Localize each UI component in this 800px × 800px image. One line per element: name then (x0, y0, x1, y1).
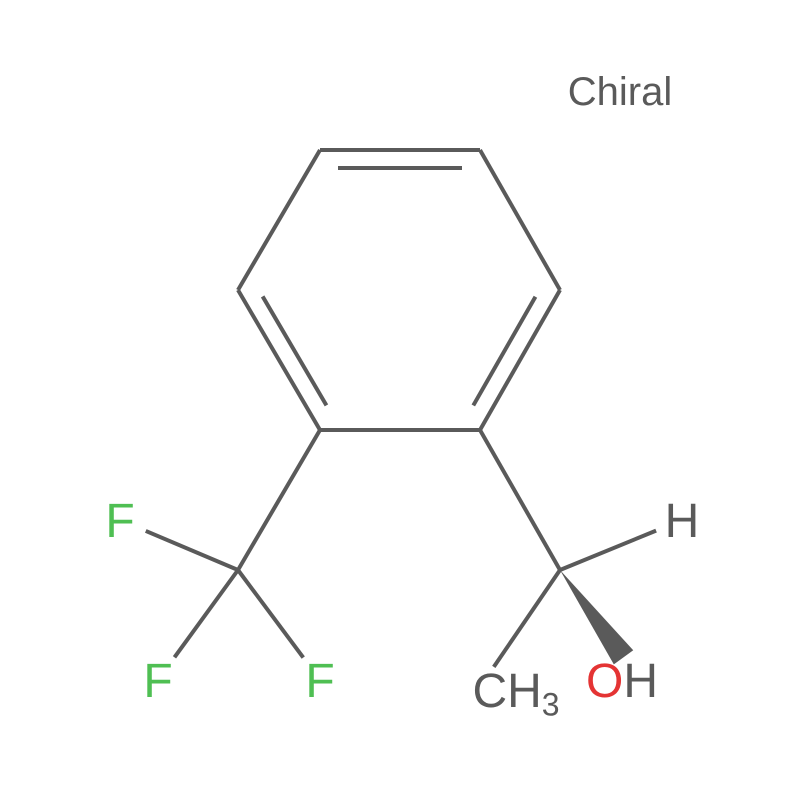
molecule-diagram: FFFHOHCH3Chiral (0, 0, 800, 800)
chiral-annotation: Chiral (568, 70, 672, 114)
atom-label-f: F (305, 655, 334, 708)
atom-label-oh: OH (586, 655, 658, 708)
atom-label-f: F (105, 495, 134, 548)
atom-label-f: F (143, 655, 172, 708)
atom-label-h: H (665, 495, 700, 548)
